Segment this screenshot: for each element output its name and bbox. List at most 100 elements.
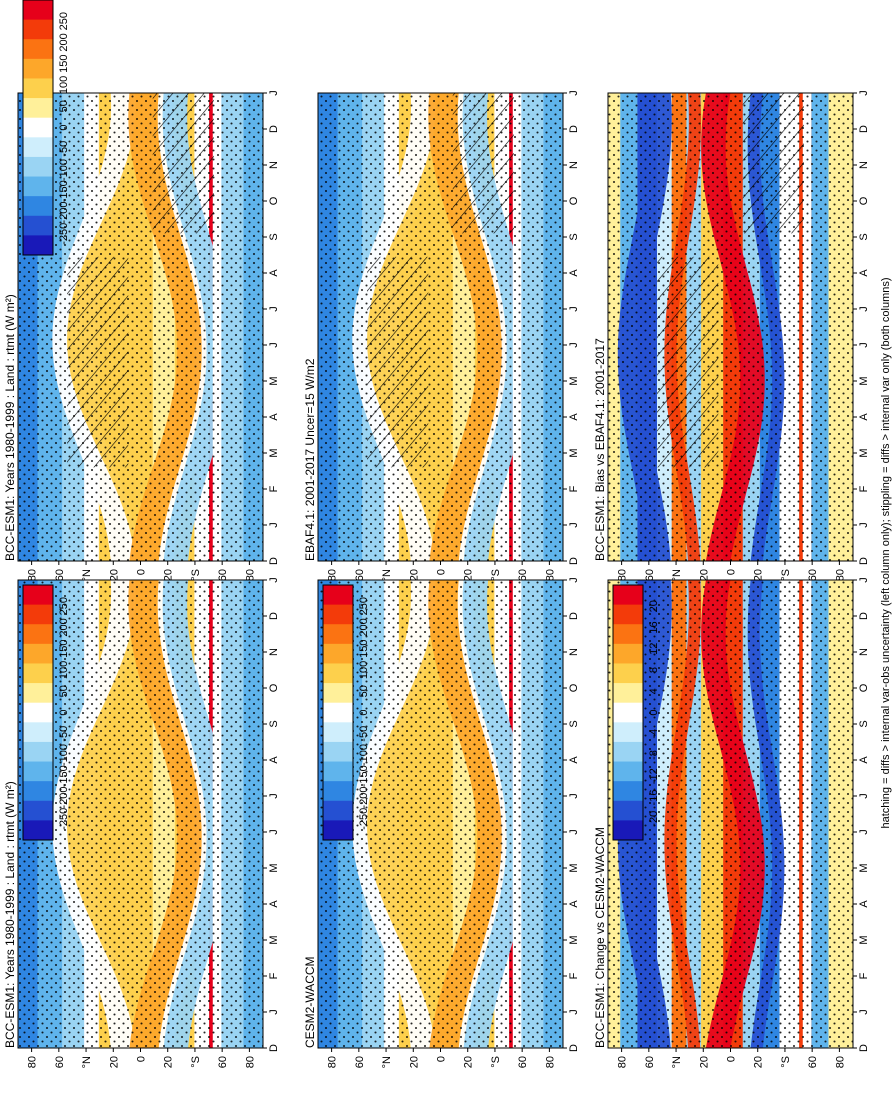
month-label-5: M — [858, 863, 870, 872]
colorbar-swatch-2 — [323, 624, 353, 645]
month-label-12: D — [568, 612, 580, 620]
month-label-5: M — [268, 863, 280, 872]
hatch-overlay-b — [152, 93, 214, 234]
lat-label-3: 20 — [408, 569, 420, 581]
colorbar-swatch-3 — [23, 58, 53, 79]
figure-footnote: hatching = diffs > internal var-obs unce… — [880, 277, 892, 828]
month-label-4: A — [268, 900, 280, 908]
month-label-12: D — [268, 125, 280, 133]
month-label-8: A — [858, 756, 870, 764]
colorbar-swatch-10 — [23, 781, 53, 802]
colorbar-swatch-1 — [613, 604, 643, 625]
lat-label-5: 20 — [463, 1056, 475, 1068]
panel-title-p2: BCC-ESM1: Years 1980-1999 : Land : rtmt … — [3, 781, 17, 1048]
colorbar-tick-2: 12 — [648, 643, 660, 655]
colorbar-swatch-9 — [613, 761, 643, 782]
lat-label-4: 0 — [136, 569, 148, 575]
lat-label-3: 20 — [408, 1056, 420, 1068]
month-label-13: J — [858, 577, 870, 583]
month-label-10: O — [568, 196, 580, 205]
month-label-10: O — [268, 196, 280, 205]
lat-label-7: 60 — [807, 1056, 819, 1068]
colorbar-swatch-11 — [23, 215, 53, 236]
stipple-overlay — [18, 93, 263, 561]
month-label-8: A — [568, 269, 580, 277]
colorbar-tick-3: 100 — [58, 76, 70, 94]
lat-label-3: 20 — [698, 1056, 710, 1068]
month-label-12: D — [858, 612, 870, 620]
colorbar-tick-6: -4 — [648, 729, 660, 739]
colorbar-tick-2: 150 — [58, 640, 70, 658]
colorbar-tick-8: -150 — [58, 765, 70, 787]
month-label-12: D — [858, 125, 870, 133]
lat-label-6: °S — [190, 1056, 202, 1068]
colorbar-swatch-2 — [23, 39, 53, 60]
colorbar-abs: 250 200 150 100 50 0 -50 -100-150-200-250 — [322, 584, 370, 841]
month-label-10: O — [858, 196, 870, 205]
month-label-9: S — [858, 720, 870, 727]
lat-label-0: 80 — [617, 1056, 629, 1068]
colorbar-swatch-12 — [613, 820, 643, 841]
lat-label-1: 60 — [354, 569, 366, 581]
month-label-6: J — [858, 829, 870, 835]
lat-label-5: 20 — [463, 569, 475, 581]
colorbar-swatch-10 — [23, 196, 53, 217]
colorbar-swatch-4 — [323, 663, 353, 684]
panel-title-p1: BCC-ESM1: Years 1980-1999 : Land : rtmt … — [3, 294, 17, 561]
month-label-2: F — [858, 972, 870, 979]
lat-label-6: °S — [780, 1056, 792, 1068]
colorbar-tick-4: 50 — [58, 685, 70, 697]
stipple-overlay — [608, 93, 853, 561]
lat-label-1: 60 — [644, 1056, 656, 1068]
colorbar-tick-7: -100 — [358, 744, 370, 766]
colorbar-tick-10: -20 — [648, 811, 660, 827]
lat-label-6: °S — [190, 569, 202, 581]
lat-label-3: 20 — [698, 569, 710, 581]
panel-title-p5: BCC-ESM1: Bias vs EBAF4.1: 2001-2017 — [593, 338, 607, 561]
month-label-2: F — [568, 485, 580, 492]
lat-label-8: 80 — [834, 1056, 846, 1068]
month-label-5: M — [568, 863, 580, 872]
hatch-overlay-a — [657, 256, 719, 468]
month-label-1: J — [568, 522, 580, 528]
month-label-12: D — [268, 612, 280, 620]
heatmap-body-p6 — [608, 580, 853, 1048]
month-label-7: J — [568, 306, 580, 312]
colorbar-tick-1: 200 — [58, 618, 70, 636]
month-label-4: A — [268, 413, 280, 421]
month-label-8: A — [268, 269, 280, 277]
lat-label-1: 60 — [54, 569, 66, 581]
colorbar-swatch-4 — [23, 663, 53, 684]
colorbar-tick-1: 200 — [58, 33, 70, 51]
lat-label-0: 80 — [327, 569, 339, 581]
lat-label-7: 60 — [517, 569, 529, 581]
colorbar-tick-8: -12 — [648, 768, 660, 784]
lat-label-8: 80 — [544, 1056, 556, 1068]
colorbar-swatch-11 — [323, 800, 353, 821]
heatmap-body-p4 — [318, 580, 563, 1048]
panel-title-p6: BCC-ESM1: Change vs CESM2-WACCM — [593, 827, 607, 1048]
month-label-7: J — [268, 793, 280, 799]
month-label-11: N — [268, 161, 280, 169]
colorbar-swatch-1 — [323, 604, 353, 625]
lat-label-4: 0 — [436, 1056, 448, 1062]
month-label-4: A — [568, 413, 580, 421]
colorbar-tick-1: 16 — [648, 621, 660, 633]
month-label-0: D — [858, 1044, 870, 1052]
colorbar-tick-4: 50 — [358, 685, 370, 697]
colorbar-swatch-7 — [23, 137, 53, 158]
colorbar-swatch-4 — [613, 663, 643, 684]
colorbar-swatch-8 — [613, 741, 643, 763]
month-label-6: J — [268, 829, 280, 835]
colorbar-abs: 250 200 150 100 50 0 -50 -100-150-200-250 — [22, 0, 70, 256]
lat-label-7: 60 — [217, 1056, 229, 1068]
month-label-9: S — [858, 233, 870, 240]
colorbar-swatch-0 — [23, 585, 53, 606]
heatmap-body-p5 — [608, 93, 853, 561]
heatmap-body-p2 — [18, 580, 263, 1048]
month-label-6: J — [858, 342, 870, 348]
colorbar-tick-4: 50 — [58, 100, 70, 112]
colorbar-tick-3: 100 — [58, 661, 70, 679]
lat-label-1: 60 — [354, 1056, 366, 1068]
